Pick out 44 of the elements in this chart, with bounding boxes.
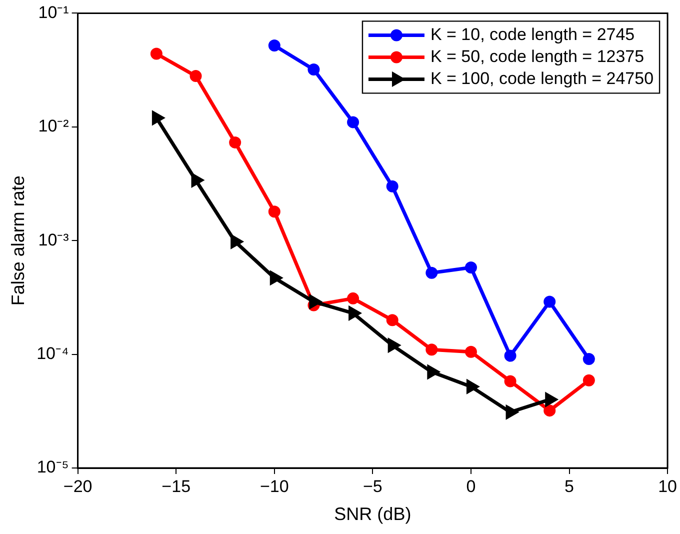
- y-tick-label: 10⁻³: [38, 230, 70, 250]
- point: [191, 173, 204, 188]
- x-tick-label: 0: [466, 476, 476, 496]
- point: [544, 296, 556, 308]
- point: [229, 136, 242, 148]
- point: [426, 344, 438, 356]
- point: [464, 262, 477, 274]
- point: [152, 110, 164, 125]
- y-axis-title: False alarm rate: [8, 176, 28, 306]
- point: [504, 350, 516, 362]
- point: [466, 380, 479, 394]
- point: [544, 404, 556, 417]
- y-tick-label: 10⁻⁵: [36, 458, 69, 477]
- point: [270, 270, 282, 285]
- x-tick-label: −20: [63, 476, 92, 496]
- point: [504, 375, 516, 388]
- point: [388, 338, 400, 352]
- point: [190, 70, 202, 82]
- point: [268, 206, 280, 218]
- x-tick-label: −5: [362, 476, 382, 496]
- x-tick-label: −10: [260, 476, 289, 496]
- point: [268, 39, 280, 52]
- y-tick-label: 10⁻⁴: [36, 344, 69, 363]
- y-tick-label: 10⁻²: [38, 116, 70, 136]
- legend-label: K = 100, code length = 24750: [430, 68, 654, 88]
- legend-label: K = 10, code length = 2745: [430, 24, 635, 44]
- point: [386, 314, 398, 326]
- point: [464, 346, 477, 358]
- x-tick-label: 5: [564, 476, 574, 496]
- point: [582, 374, 595, 386]
- point: [347, 292, 360, 304]
- point: [308, 63, 320, 76]
- x-tick-label: −15: [162, 476, 191, 496]
- y-tick-label: 10⁻¹: [38, 2, 70, 22]
- legend-label: K = 50, code length = 12375: [430, 46, 644, 66]
- point: [426, 266, 438, 279]
- point: [582, 352, 595, 365]
- point: [309, 294, 322, 309]
- point: [230, 234, 244, 249]
- point: [386, 180, 398, 192]
- x-tick-label: 10: [658, 476, 678, 496]
- x-axis-title: SNR (dB): [334, 504, 412, 524]
- point: [347, 116, 360, 128]
- point: [150, 48, 162, 60]
